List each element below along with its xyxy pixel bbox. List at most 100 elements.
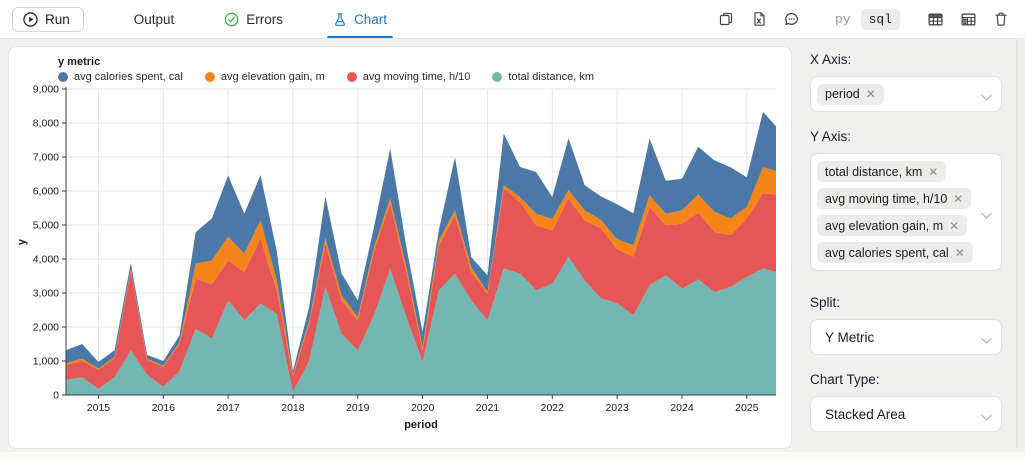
svg-text:2017: 2017	[216, 402, 240, 414]
svg-text:2023: 2023	[605, 402, 629, 414]
legend-item-label: avg moving time, h/10	[362, 71, 471, 83]
table-header-icon[interactable]	[956, 7, 980, 31]
tab-chart-label: Chart	[354, 11, 388, 27]
remove-tag-icon[interactable]: ✕	[949, 218, 960, 233]
split-value: Y Metric	[825, 329, 875, 345]
legend-dot-icon	[346, 72, 357, 82]
chevron-down-icon	[981, 409, 992, 427]
chevron-down-icon	[981, 207, 992, 225]
svg-text:2022: 2022	[541, 402, 565, 414]
remove-tag-icon[interactable]: ✕	[928, 164, 939, 179]
svg-text:y: y	[16, 238, 28, 245]
chart-type-select[interactable]: Stacked Area	[810, 396, 1002, 432]
svg-text:2018: 2018	[281, 402, 305, 414]
tag-label: avg elevation gain, m	[825, 218, 944, 233]
selected-option-tag[interactable]: period ✕	[817, 83, 884, 105]
tab-errors-label: Errors	[246, 11, 284, 27]
chart-type-label: Chart Type:	[810, 372, 880, 387]
legend-item: total distance, km	[492, 71, 594, 83]
y-axis-label: Y Axis:	[810, 129, 852, 144]
y-axis-select[interactable]: total distance, km ✕ avg moving time, h/10…	[810, 153, 1002, 271]
legend-dot-icon	[58, 72, 68, 82]
svg-text:8,000: 8,000	[33, 118, 59, 130]
check-circle-icon	[224, 12, 239, 27]
tab-chart[interactable]: Chart	[319, 0, 401, 38]
x-axis-tags: period ✕	[817, 83, 884, 105]
remove-tag-icon[interactable]: ✕	[954, 245, 965, 260]
chart-config-sidebar: X Axis: period ✕ Y Axis: total distance, …	[802, 46, 1018, 449]
tag-label: avg calories spent, cal	[825, 245, 949, 260]
selected-option-tag[interactable]: total distance, km ✕	[817, 161, 947, 182]
svg-text:2015: 2015	[87, 402, 111, 414]
svg-text:6,000: 6,000	[33, 186, 59, 198]
copy-icon[interactable]	[714, 7, 738, 31]
svg-text:2025: 2025	[735, 402, 759, 414]
svg-text:5,000: 5,000	[33, 220, 59, 232]
svg-text:2021: 2021	[476, 402, 500, 414]
run-button[interactable]: Run	[12, 6, 84, 32]
selected-option-tag[interactable]: avg moving time, h/10 ✕	[817, 188, 972, 209]
tab-bar: Output Errors Chart	[120, 0, 423, 38]
table-plain-icon[interactable]	[923, 7, 947, 31]
svg-text:9,000: 9,000	[33, 84, 59, 96]
split-label: Split:	[810, 295, 841, 310]
split-field: Split: Y Metric	[810, 295, 1002, 355]
toolbar: Run Output Errors Chart	[0, 0, 1025, 39]
x-axis-label: X Axis:	[810, 52, 852, 67]
export-file-icon[interactable]	[747, 7, 771, 31]
x-axis-select[interactable]: period ✕	[810, 76, 1002, 112]
legend-item-label: avg elevation gain, m	[220, 71, 325, 83]
y-axis-field: Y Axis: total distance, km ✕ avg moving ti…	[810, 129, 1002, 271]
run-button-label: Run	[45, 11, 70, 27]
sidebar-scrollbar[interactable]	[1016, 39, 1018, 448]
legend-items: avg calories spent, cal avg elevation gai…	[58, 71, 791, 83]
svg-text:2019: 2019	[346, 402, 370, 414]
tab-output-label: Output	[133, 11, 175, 27]
legend-item-label: avg calories spent, cal	[74, 71, 183, 83]
svg-text:2,000: 2,000	[33, 322, 59, 334]
svg-text:1,000: 1,000	[33, 356, 59, 368]
lang-py-button[interactable]: py	[834, 11, 851, 27]
legend-item: avg calories spent, cal	[58, 71, 183, 83]
play-circle-icon	[23, 11, 38, 27]
tag-label: avg moving time, h/10	[825, 191, 948, 206]
tab-errors[interactable]: Errors	[210, 0, 297, 38]
flask-icon	[333, 12, 347, 27]
tag-label: total distance, km	[825, 164, 923, 179]
chevron-down-icon	[981, 332, 992, 350]
chart-legend: y metric avg calories spent, cal avg elev…	[58, 56, 791, 83]
x-axis-field: X Axis: period ✕	[810, 52, 1002, 112]
comments-icon[interactable]	[780, 7, 804, 31]
legend-item: avg elevation gain, m	[204, 71, 325, 83]
tag-label: period	[825, 87, 860, 101]
selected-option-tag[interactable]: avg elevation gain, m ✕	[817, 215, 968, 236]
stacked-area-chart: 0 1,000 2,000 3,000 4,000 5,000 6,000 7,000 8,00…	[16, 84, 776, 431]
legend-dot-icon	[204, 72, 215, 82]
chart-panel: y metric avg calories spent, cal avg elev…	[8, 46, 792, 449]
remove-tag-icon[interactable]: ✕	[953, 191, 964, 206]
selected-option-tag[interactable]: avg calories spent, cal ✕	[817, 242, 973, 263]
chart-type-field: Chart Type: Stacked Area	[810, 372, 1002, 432]
svg-text:2016: 2016	[152, 402, 176, 414]
legend-item-label: total distance, km	[508, 71, 595, 83]
svg-text:period: period	[404, 419, 438, 431]
svg-text:0: 0	[53, 390, 59, 402]
svg-text:7,000: 7,000	[33, 152, 59, 164]
svg-text:3,000: 3,000	[33, 288, 59, 300]
language-toggle: py sql	[827, 8, 900, 30]
svg-text:2020: 2020	[411, 402, 435, 414]
legend-item: avg moving time, h/10	[346, 71, 471, 83]
trash-icon[interactable]	[989, 7, 1013, 31]
svg-text:4,000: 4,000	[33, 254, 59, 266]
svg-text:2024: 2024	[670, 402, 694, 414]
remove-tag-icon[interactable]: ✕	[865, 87, 876, 101]
chevron-down-icon	[981, 89, 992, 107]
toolbar-actions: py sql	[714, 7, 1013, 31]
tab-output[interactable]: Output	[120, 0, 189, 38]
bottom-strip	[0, 452, 1025, 460]
legend-dot-icon	[492, 72, 503, 82]
lang-sql-button[interactable]: sql	[860, 8, 900, 30]
split-select[interactable]: Y Metric	[810, 319, 1002, 355]
legend-title: y metric	[58, 56, 101, 68]
